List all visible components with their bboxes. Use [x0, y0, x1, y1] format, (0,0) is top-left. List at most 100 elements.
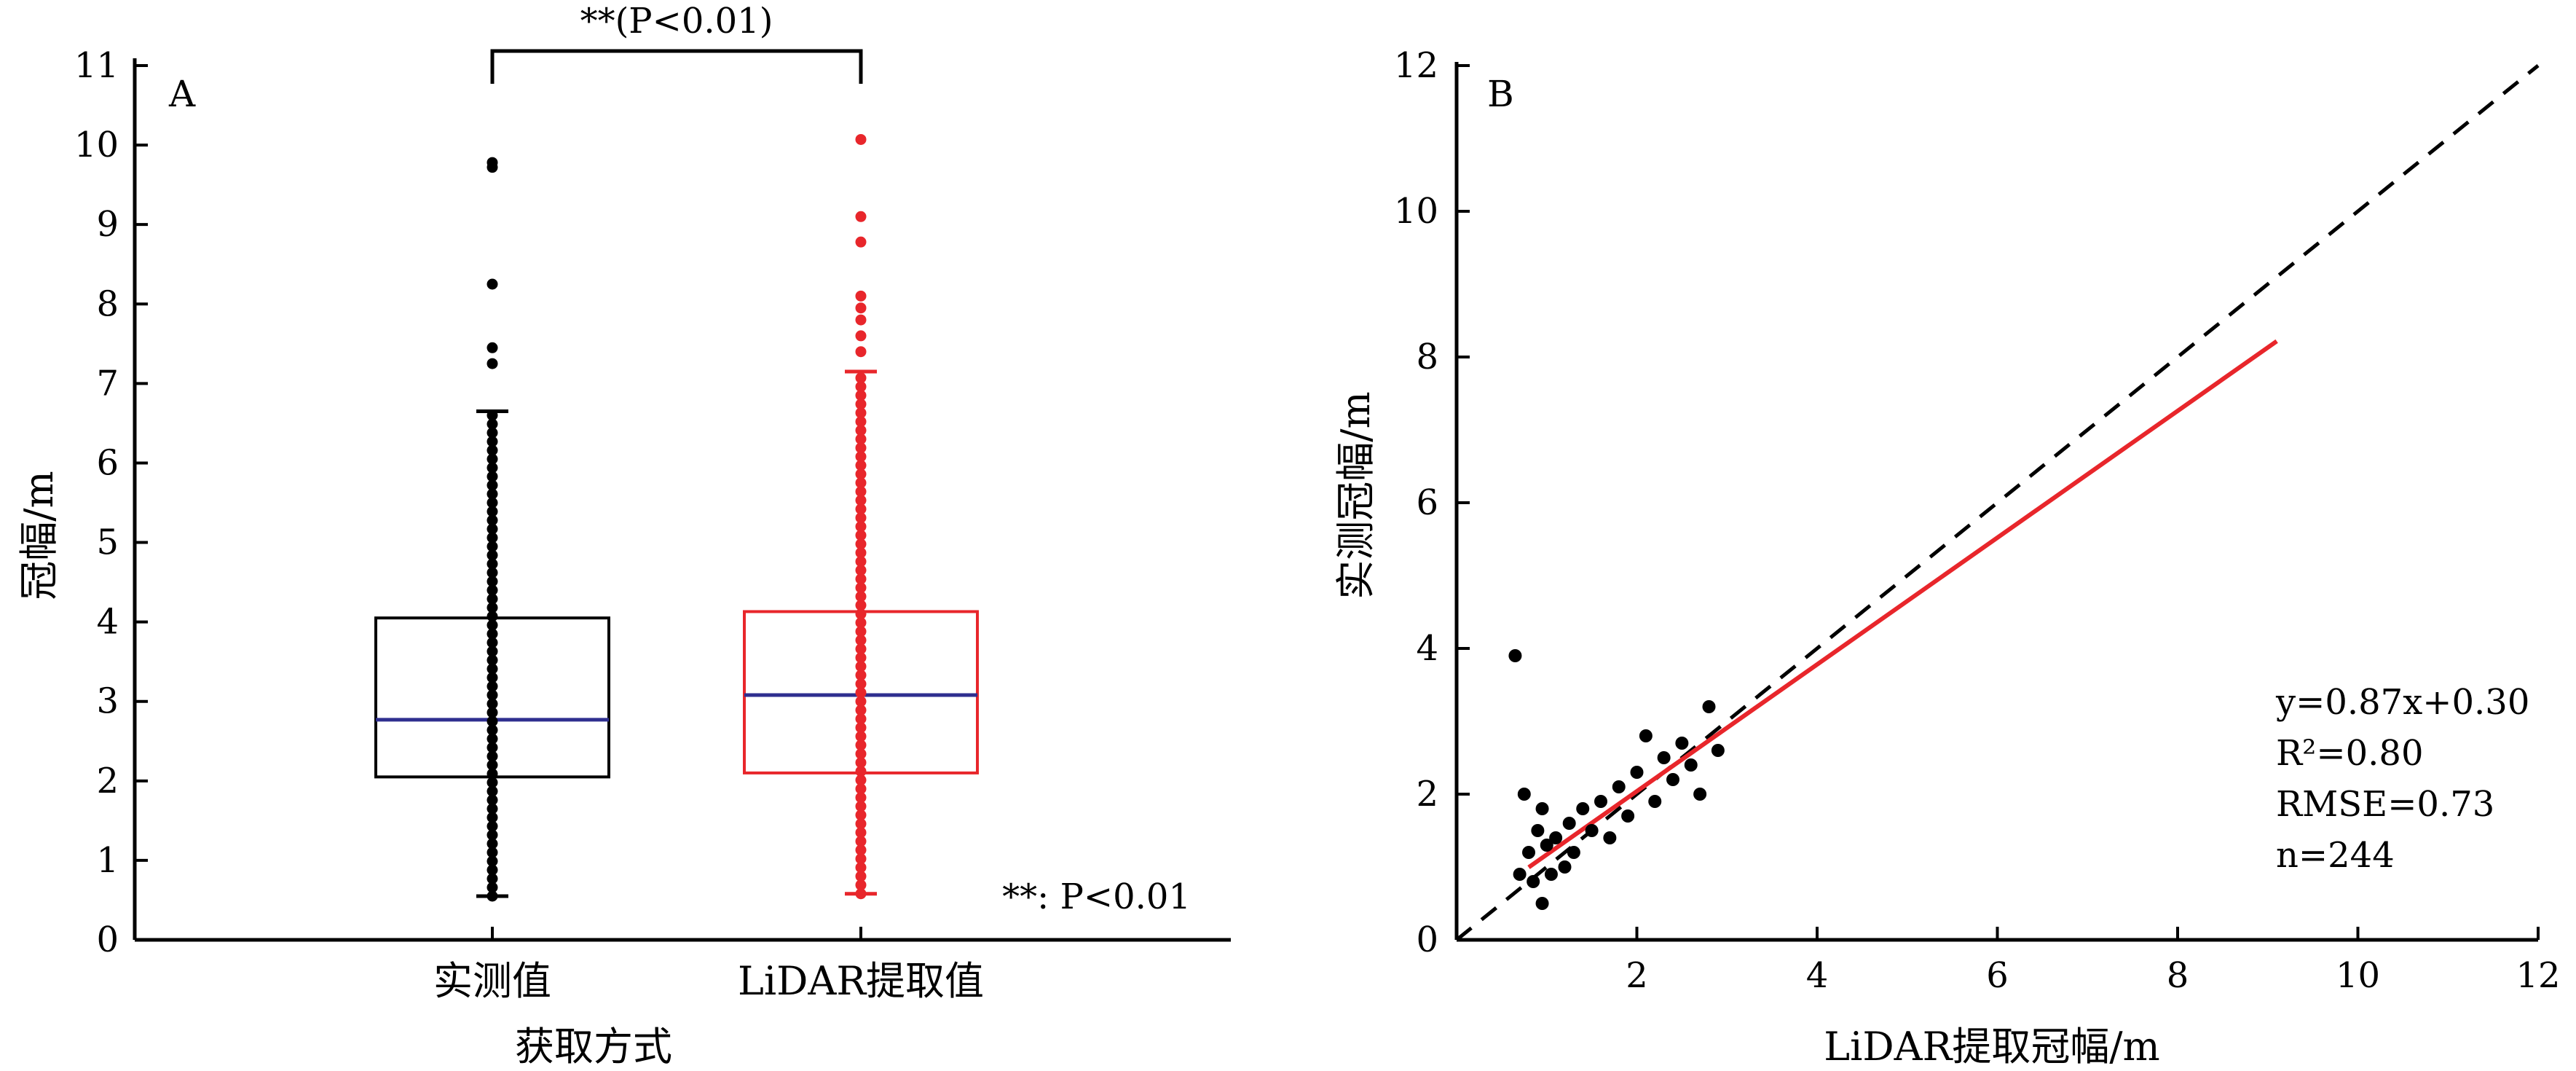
data-point	[855, 486, 867, 498]
data-point	[1612, 780, 1626, 793]
panel-a-points	[487, 133, 867, 902]
significance-bracket	[490, 49, 863, 84]
data-point	[855, 757, 867, 769]
data-point	[487, 488, 498, 500]
data-point	[855, 818, 867, 830]
data-point	[855, 696, 867, 707]
data-point	[1657, 751, 1671, 764]
panel-b-lines	[1455, 64, 2540, 941]
panel-b-x-axis-title: LiDAR提取冠幅/m	[1824, 1024, 2159, 1070]
data-point	[855, 451, 867, 463]
panel-b-y-tick-label: 6	[1416, 482, 1438, 523]
panel-b-y-tick-label: 4	[1416, 628, 1438, 669]
data-point	[1711, 744, 1725, 757]
data-point	[487, 777, 498, 788]
data-point	[1585, 824, 1599, 837]
data-point	[855, 722, 867, 734]
data-point	[855, 330, 867, 342]
data-point	[855, 713, 867, 725]
panel-a-y-tick-label: 1	[96, 840, 119, 881]
fit-rmse: RMSE=0.73	[2276, 784, 2494, 825]
data-point	[487, 157, 498, 168]
data-point	[487, 672, 498, 683]
data-point	[855, 460, 867, 471]
data-point	[487, 812, 498, 823]
data-point	[855, 503, 867, 515]
panel-a-y-axis-title: 冠幅/m	[16, 471, 62, 600]
panel-a-y-tick-label: 7	[96, 363, 119, 404]
panel-a-label: A	[168, 73, 196, 115]
data-point	[487, 418, 498, 430]
panel-a-boxes	[374, 369, 979, 898]
data-point	[487, 567, 498, 578]
panel-a-ticks: 0 1 2 3 4 5 6 7 8 9 10 11 实测值 LiDAR提取值	[74, 45, 984, 1004]
panel-a-y-tick-label: 10	[74, 125, 119, 165]
data-point	[487, 785, 498, 797]
data-point	[855, 302, 867, 314]
data-point	[855, 801, 867, 812]
fit-statistics: y=0.87x+0.30 R²=0.80 RMSE=0.73 n=244	[2275, 682, 2529, 876]
data-point	[487, 759, 498, 771]
data-point	[487, 471, 498, 482]
data-point	[855, 678, 867, 690]
panel-b-y-tick-label: 12	[1394, 45, 1438, 86]
data-point	[1508, 649, 1522, 662]
data-point	[487, 794, 498, 806]
data-point	[855, 582, 867, 594]
data-point	[855, 477, 867, 489]
data-point	[855, 643, 867, 655]
data-point	[855, 661, 867, 672]
data-point	[487, 742, 498, 753]
panel-b-scatter: 0 2 4 6 8 10 12 2 4 6 8 10 12 B LiDAR提取冠幅/m 实测冠幅/m y…	[1333, 45, 2561, 1070]
panel-a-y-tick-label: 5	[96, 522, 119, 563]
regression-line	[1527, 339, 2278, 869]
data-point	[487, 278, 498, 290]
data-point	[855, 827, 867, 839]
data-point	[1549, 831, 1563, 844]
data-point	[855, 591, 867, 603]
data-point	[855, 434, 867, 445]
panel-b-points	[1508, 649, 1725, 910]
data-point	[855, 809, 867, 821]
data-point	[1675, 737, 1689, 750]
data-point	[1693, 788, 1707, 801]
data-point	[487, 602, 498, 613]
data-point	[855, 416, 867, 428]
data-point	[855, 844, 867, 856]
fit-equation: y=0.87x+0.30	[2275, 682, 2529, 723]
data-point	[855, 442, 867, 454]
data-point	[855, 290, 867, 302]
data-point	[855, 573, 867, 585]
panel-a-y-tick-label: 3	[96, 681, 119, 722]
data-point	[855, 608, 867, 620]
data-point	[1544, 868, 1558, 881]
data-point	[487, 619, 498, 631]
data-point	[1558, 860, 1572, 874]
data-point	[855, 211, 867, 222]
panel-a-boxplot: 0 1 2 3 4 5 6 7 8 9 10 11 实测值 LiDAR提取值 A 获取方式 冠幅/m **…	[16, 1, 1231, 1070]
data-point	[855, 314, 867, 326]
data-point	[1639, 729, 1653, 742]
panel-a-x-tick-label: 实测值	[433, 958, 551, 1004]
data-point	[487, 680, 498, 692]
data-point	[855, 495, 867, 506]
data-point	[487, 436, 498, 447]
data-point	[855, 512, 867, 524]
data-point	[487, 342, 498, 353]
panel-a-y-tick-label: 8	[96, 283, 119, 324]
data-point	[1594, 795, 1607, 808]
data-point	[1535, 897, 1549, 910]
panel-a-y-tick-label: 6	[96, 442, 119, 483]
data-point	[487, 873, 498, 884]
data-point	[1517, 788, 1531, 801]
panel-b-y-axis-title: 实测冠幅/m	[1333, 391, 1379, 599]
panel-a-x-tick-label: LiDAR提取值	[738, 958, 984, 1004]
data-point	[487, 444, 498, 456]
data-point	[487, 409, 498, 421]
data-point	[487, 724, 498, 736]
data-point	[487, 584, 498, 596]
data-point	[487, 637, 498, 648]
data-point	[487, 864, 498, 876]
data-point	[487, 689, 498, 701]
